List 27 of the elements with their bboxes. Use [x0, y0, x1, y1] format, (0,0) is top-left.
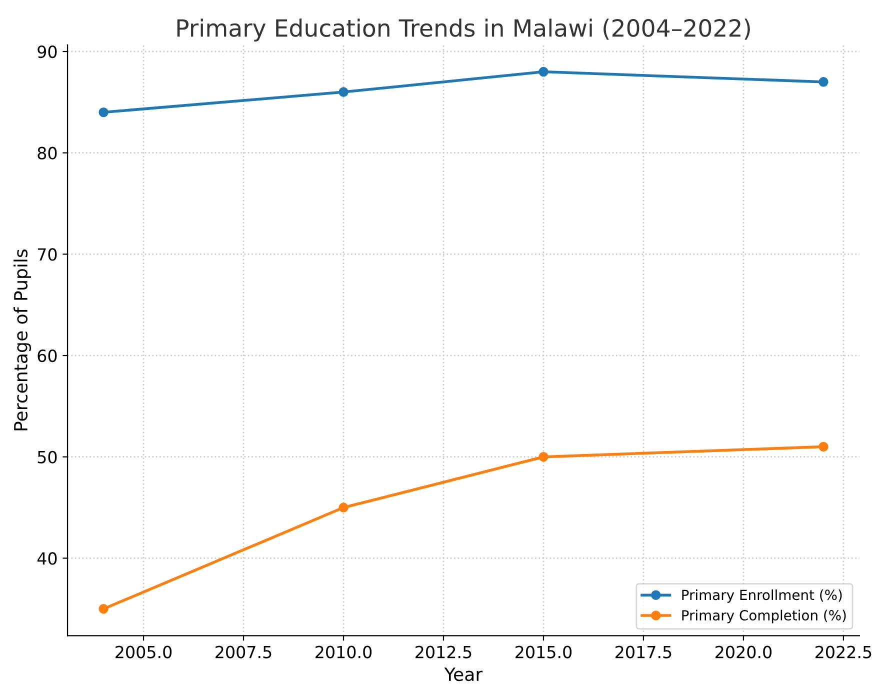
y-tick-label: 70 [38, 248, 57, 261]
x-axis-title: Year [444, 668, 483, 682]
y-tick-label: 90 [38, 45, 57, 58]
point [338, 87, 348, 97]
x-tick-label: 2007.5 [216, 646, 272, 658]
x-tick-label: 2005.0 [116, 646, 172, 658]
x-tick-label: 2015.0 [516, 646, 572, 658]
x-tick-label: 2022.5 [816, 646, 872, 658]
y-tick-label: 80 [38, 146, 57, 160]
x-tick-label: 2010.0 [316, 646, 372, 658]
y-axis-title: Percentage of Pupils [14, 250, 32, 430]
y-tick-label: 60 [38, 349, 57, 362]
legend-label: Primary Enrollment (%) [682, 589, 842, 603]
y-tick-label: 40 [37, 552, 57, 565]
point [338, 502, 348, 512]
x-tick-label: 2012.5 [416, 646, 472, 658]
point [538, 66, 548, 77]
point [818, 77, 828, 87]
point [818, 442, 828, 452]
point [538, 452, 548, 462]
point [98, 604, 108, 614]
y-tick-label: 50 [38, 450, 57, 464]
legend-label: Primary Completion (%) [682, 610, 846, 624]
chart-title: Primary Education Trends in Malawi (2004–2022) [177, 18, 750, 42]
x-tick-label: 2017.5 [616, 646, 672, 658]
point [98, 107, 108, 118]
x-tick-label: 2020.0 [716, 646, 772, 658]
